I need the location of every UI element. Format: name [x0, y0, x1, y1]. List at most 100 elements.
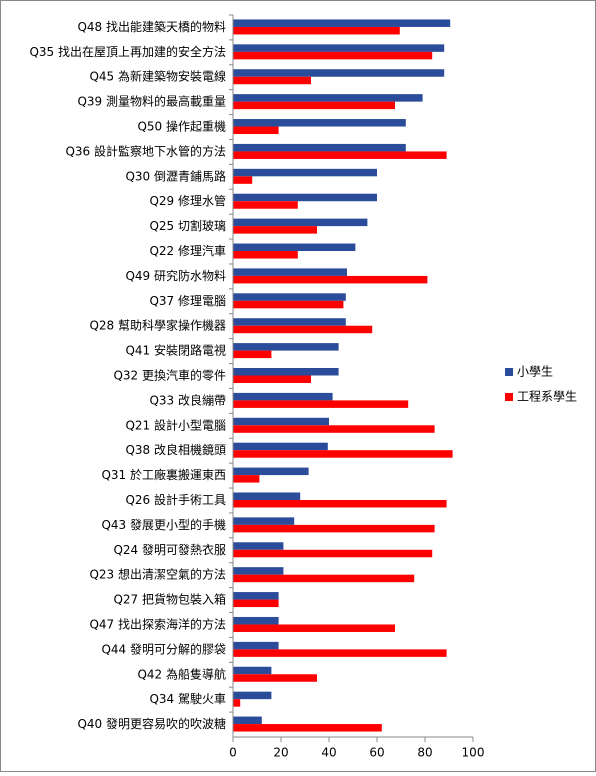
y-tick-label: Q47 找出探索海洋的方法 [89, 616, 226, 631]
x-tick-label: 20 [273, 746, 288, 760]
y-tick-label: Q45 為新建築物安裝電線 [89, 69, 226, 84]
bar [233, 375, 311, 383]
bar [233, 168, 377, 177]
bar [233, 119, 406, 127]
bar [233, 151, 447, 159]
y-tick-label: Q44 發明可分解的膠袋 [101, 641, 226, 656]
bar [233, 425, 435, 433]
y-tick-label: Q49 研究防水物料 [125, 268, 226, 283]
bar [233, 193, 377, 202]
y-tick-label: Q41 安裝閉路電視 [125, 343, 226, 358]
bar [233, 176, 253, 184]
bar [233, 567, 284, 575]
bar [233, 467, 309, 476]
bar [233, 517, 295, 525]
bar [233, 524, 435, 533]
y-tick-label: Q38 改良相機鏡頭 [125, 442, 226, 457]
bar [233, 475, 260, 483]
bar [233, 69, 445, 77]
bar [233, 143, 406, 152]
bar [233, 243, 356, 252]
bar [233, 450, 453, 458]
bar [233, 641, 279, 650]
y-tick-label: Q48 找出能建築天橋的物料 [77, 19, 226, 34]
y-tick-label: Q27 把貨物包裝入箱 [113, 592, 226, 607]
y-tick-label: Q33 改良繃帶 [149, 392, 226, 407]
bar [233, 201, 298, 209]
legend-label: 工程系學生 [517, 389, 577, 404]
bar [233, 392, 333, 401]
bar [233, 616, 279, 625]
bar [233, 368, 339, 376]
y-tick-label: Q40 發明更容易吹的吹波糖 [77, 716, 226, 731]
y-tick-label: Q39 測量物料的最高載重量 [77, 94, 226, 109]
x-tick-label: 100 [462, 746, 485, 760]
bar [233, 549, 433, 558]
x-tick-label: 60 [369, 746, 384, 760]
bar [233, 499, 447, 508]
bar [233, 318, 346, 326]
bar [233, 251, 298, 259]
bar [233, 343, 339, 351]
bar [233, 542, 284, 550]
bar [233, 492, 301, 500]
bar [233, 226, 317, 234]
legend-swatch [505, 393, 513, 401]
y-tick-label: Q42 為船隻導航 [137, 666, 226, 681]
x-tick-label: 40 [321, 746, 336, 760]
y-tick-label: Q31 於工廠裏搬運東西 [101, 467, 226, 482]
y-tick-label: Q30 倒瀝青鋪馬路 [125, 168, 226, 183]
bar [233, 691, 272, 700]
bar [233, 275, 428, 284]
bar [233, 592, 279, 600]
bar [233, 19, 451, 27]
bar [233, 350, 272, 359]
y-tick-label: Q50 操作起重機 [137, 119, 226, 134]
bar [233, 325, 373, 334]
x-tick-label: 0 [229, 746, 237, 760]
bar [233, 674, 317, 682]
y-tick-label: Q36 設計監察地下水管的方法 [65, 143, 226, 158]
bar [233, 218, 368, 227]
bar [233, 417, 329, 426]
y-tick-label: Q37 修理電腦 [149, 293, 226, 308]
bar [233, 126, 279, 135]
y-tick-label: Q22 修理汽車 [149, 243, 226, 258]
bar [233, 101, 395, 110]
y-tick-label: Q23 想出清潔空氣的方法 [89, 567, 226, 582]
bar [233, 94, 423, 102]
bar [233, 51, 433, 60]
bar [233, 26, 400, 35]
y-tick-label: Q34 駕駛火車 [149, 692, 226, 706]
bar [233, 293, 346, 301]
y-tick-label: Q24 發明可發熱衣服 [113, 542, 226, 557]
y-tick-label: Q32 更換汽車的零件 [113, 368, 226, 383]
legend-swatch [505, 368, 513, 376]
y-tick-label: Q21 設計小型電腦 [125, 417, 226, 432]
bar [233, 624, 395, 632]
bar [233, 44, 445, 52]
y-tick-label: Q29 修理水管 [149, 193, 226, 208]
bar [233, 649, 447, 657]
bar [233, 442, 328, 451]
bar [233, 724, 382, 732]
y-tick-label: Q43 發展更小型的手機 [101, 517, 226, 532]
bar [233, 574, 415, 583]
x-tick-label: 80 [417, 746, 432, 760]
bar [233, 76, 311, 85]
bar [233, 699, 241, 707]
bar [233, 400, 409, 408]
y-tick-label: Q25 切割玻璃 [149, 218, 226, 233]
y-tick-label: Q35 找出在屋頂上再加建的安全方法 [29, 44, 226, 59]
bar [233, 716, 262, 725]
y-tick-label: Q28 幫助科學家操作機器 [89, 318, 226, 333]
bar [233, 666, 272, 675]
bar [233, 268, 347, 276]
legend-label: 小學生 [517, 365, 553, 379]
bar [233, 599, 279, 608]
y-tick-label: Q26 設計手術工具 [125, 492, 226, 507]
bar [233, 300, 344, 309]
